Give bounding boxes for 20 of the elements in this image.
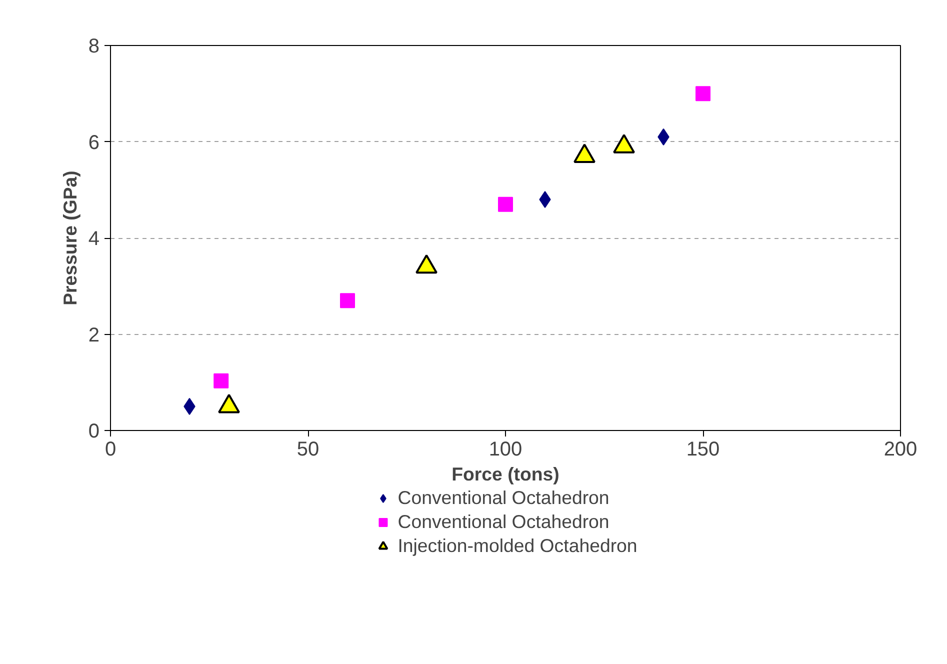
y-tick-label: 0	[88, 420, 100, 442]
y-tick-label: 4	[88, 228, 100, 250]
x-tick-label: 50	[296, 438, 320, 460]
x-tick-label: 150	[686, 438, 720, 460]
x-tick-label: 100	[488, 438, 522, 460]
point	[696, 86, 710, 102]
legend-label: Injection-molded Octahedron	[398, 535, 638, 557]
legend-label: Conventional Octahedron	[398, 511, 610, 533]
y-tick-label: 8	[88, 36, 100, 58]
x-tick-label: 200	[884, 438, 918, 460]
y-axis-title: Pressure (GPa)	[59, 170, 80, 306]
point	[340, 293, 355, 308]
y-tick-label: 2	[88, 324, 100, 346]
x-axis-title: Force (tons)	[452, 464, 560, 484]
point	[214, 373, 229, 388]
x-tick-label: 0	[104, 438, 116, 460]
point	[539, 191, 551, 208]
legend-label: Conventional Octahedron	[398, 487, 610, 509]
point	[498, 196, 513, 212]
y-tick-label: 6	[88, 132, 100, 154]
